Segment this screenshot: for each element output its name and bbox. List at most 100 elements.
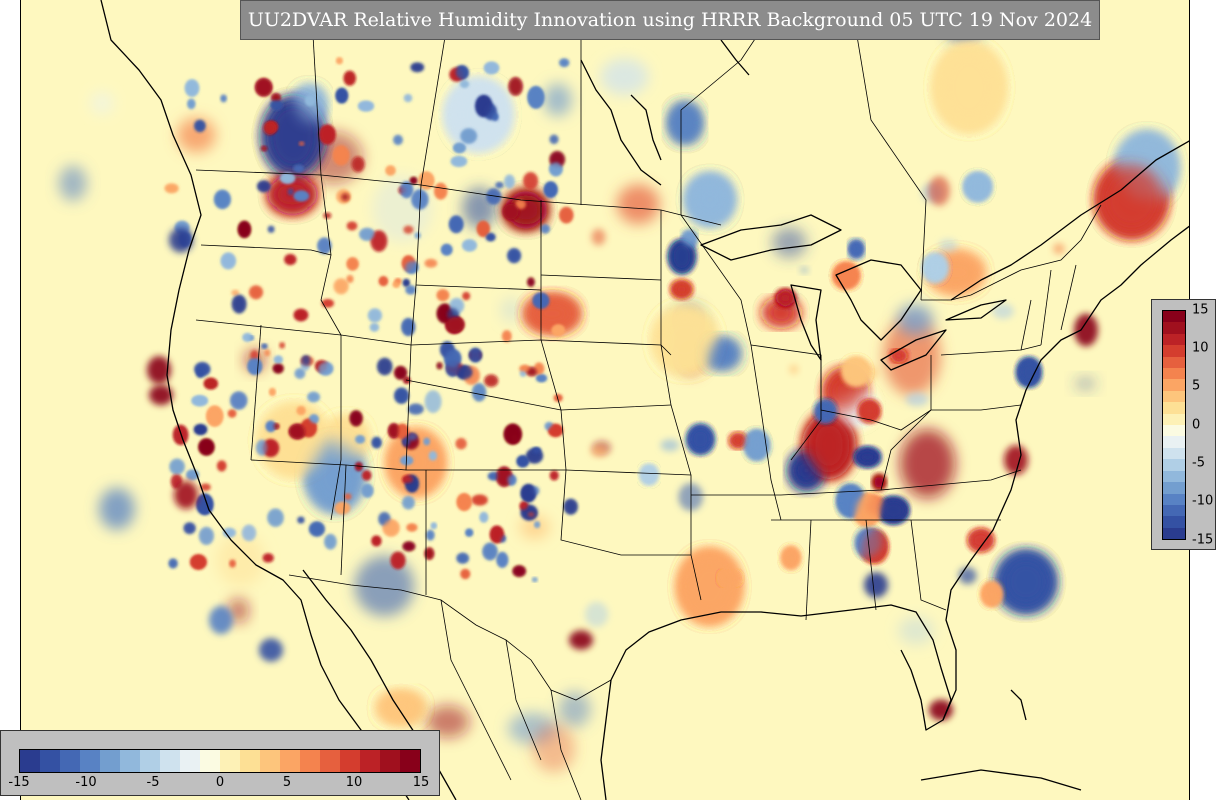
innovation-blob: [461, 569, 470, 579]
innovation-blob: [147, 356, 171, 384]
innovation-blob: [309, 441, 360, 508]
innovation-blob: [371, 231, 387, 251]
innovation-blob: [521, 485, 536, 502]
innovation-blob: [495, 182, 504, 188]
innovation-blob: [194, 425, 207, 434]
innovation-blob: [689, 427, 712, 452]
innovation-blob: [544, 182, 557, 197]
innovation-blob: [174, 480, 198, 510]
colorbar-segment: [1163, 447, 1185, 460]
colorbar-tick: 10: [345, 775, 363, 790]
innovation-blob: [504, 424, 521, 444]
innovation-blob: [352, 157, 364, 172]
innovation-blob: [243, 334, 252, 341]
innovation-blob: [228, 410, 236, 417]
innovation-blob: [532, 724, 576, 773]
innovation-blob: [415, 233, 420, 238]
innovation-blob: [294, 191, 309, 201]
colorbar-horizontal-strip: [19, 749, 421, 773]
innovation-blob: [231, 290, 239, 296]
innovation-blob: [192, 396, 207, 406]
innovation-blob: [431, 523, 436, 528]
colorbar-segment: [1163, 413, 1185, 426]
innovation-blob: [550, 162, 562, 176]
innovation-blob: [262, 344, 267, 349]
innovation-blob: [992, 303, 1014, 320]
innovation-blob: [513, 566, 526, 577]
innovation-blob: [560, 207, 573, 223]
innovation-blob: [370, 323, 379, 331]
innovation-blob: [310, 415, 318, 423]
innovation-blob: [938, 239, 958, 253]
innovation-blob: [347, 275, 353, 283]
innovation-blob: [569, 630, 593, 650]
innovation-blob: [411, 63, 424, 72]
innovation-blob: [301, 419, 316, 437]
innovation-blob: [209, 605, 233, 635]
innovation-blob: [794, 456, 819, 485]
innovation-blob: [306, 96, 315, 105]
innovation-blob: [318, 238, 331, 254]
innovation-blob: [984, 584, 1000, 604]
innovation-blob: [528, 87, 544, 108]
colorbar-segment: [380, 750, 400, 772]
innovation-blob: [864, 572, 888, 598]
innovation-blob: [835, 265, 857, 286]
innovation-blob: [232, 295, 246, 313]
innovation-blob: [216, 533, 266, 587]
innovation-blob: [402, 318, 415, 336]
innovation-blob: [272, 179, 313, 210]
innovation-blob: [928, 175, 950, 206]
innovation-blob: [584, 601, 609, 628]
innovation-blob: [406, 286, 416, 294]
innovation-blob: [523, 172, 538, 189]
innovation-blob: [197, 369, 204, 377]
innovation-blob: [335, 502, 350, 514]
innovation-blob: [273, 364, 283, 373]
colorbar-tick: 15: [1192, 302, 1209, 318]
innovation-blob: [463, 292, 470, 300]
innovation-blob: [425, 390, 441, 413]
innovation-blob: [554, 395, 562, 401]
innovation-blob: [684, 233, 694, 246]
innovation-blob: [747, 432, 766, 458]
innovation-blob: [177, 117, 216, 153]
innovation-blob: [354, 555, 415, 617]
colorbar-tick: 0: [1192, 417, 1201, 433]
innovation-blob: [520, 370, 526, 376]
innovation-blob: [394, 366, 407, 379]
innovation-blob: [273, 424, 279, 429]
innovation-blob: [507, 248, 521, 263]
innovation-blob: [484, 62, 499, 74]
innovation-blob: [419, 172, 434, 189]
colorbar-tick: -10: [1192, 493, 1214, 509]
colorbar-segment: [1163, 482, 1185, 494]
innovation-blob: [404, 94, 412, 102]
innovation-blob: [476, 96, 492, 116]
innovation-blob: [691, 179, 729, 221]
innovation-blob: [407, 433, 417, 441]
innovation-blob: [591, 228, 606, 246]
innovation-blob: [457, 366, 472, 379]
colorbar-segment: [400, 750, 420, 772]
innovation-blob: [460, 81, 469, 87]
colorbar-segment: [260, 750, 280, 772]
innovation-blob: [359, 101, 373, 111]
innovation-blob: [360, 228, 375, 240]
innovation-blob: [228, 598, 249, 623]
innovation-blob: [656, 310, 714, 370]
innovation-blob: [683, 554, 736, 619]
innovation-blob: [308, 392, 320, 402]
innovation-blob: [268, 509, 283, 527]
innovation-blob: [673, 107, 697, 139]
innovation-blob: [543, 83, 572, 117]
colorbar-segment: [1163, 356, 1185, 369]
innovation-blob: [520, 502, 528, 510]
colorbar-segment: [120, 750, 140, 772]
innovation-blob: [248, 358, 262, 374]
colorbar-segment: [1163, 516, 1185, 528]
innovation-blob: [1074, 377, 1096, 391]
innovation-blob: [673, 283, 690, 296]
innovation-blob: [784, 548, 798, 567]
